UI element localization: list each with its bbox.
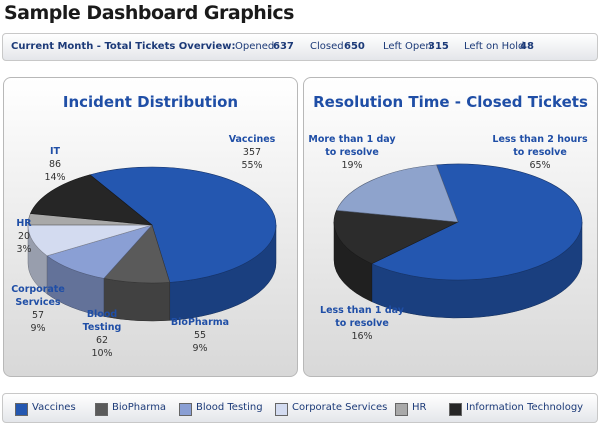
slice-label: Less than 2 hours to resolve 65%	[480, 133, 600, 172]
slice-label: Corporate Services 57 9%	[0, 283, 98, 335]
slice-name: Blood Testing	[82, 309, 122, 333]
legend-label: BioPharma	[112, 402, 167, 413]
overview-item-value: 315	[428, 41, 449, 52]
slice-value: 65%	[529, 160, 551, 171]
overview-bar: Current Month - Total Tickets Overview: …	[2, 33, 598, 61]
slice-percent: 14%	[44, 172, 66, 183]
chart-title: Resolution Time - Closed Tickets	[313, 93, 588, 111]
slice-name: Less than 2 hours to resolve	[492, 134, 588, 158]
pie-slice	[371, 163, 583, 281]
slice-name: HR	[16, 218, 32, 229]
legend-swatch	[95, 403, 108, 416]
slice-name: IT	[49, 146, 60, 157]
overview-item-label: Opened	[235, 41, 275, 52]
legend: Vaccines BioPharma Blood Testing Corporate …	[2, 393, 598, 423]
legend-swatch	[275, 403, 288, 416]
legend-label: Information Technology	[466, 402, 584, 413]
pie-slice	[336, 164, 459, 223]
overview-item-label: Left on Hold	[464, 41, 525, 52]
legend-label: Vaccines	[32, 402, 76, 413]
slice-percent: 10%	[91, 348, 113, 359]
overview-item-label: Left Open	[383, 41, 432, 52]
slice-value: 20	[17, 231, 31, 242]
page-title: Sample Dashboard Graphics	[4, 2, 294, 24]
legend-swatch	[395, 403, 408, 416]
legend-label: Blood Testing	[196, 402, 263, 413]
slice-name: Vaccines	[228, 134, 276, 145]
chart-title: Incident Distribution	[62, 93, 239, 111]
slice-value: 62	[95, 335, 109, 346]
slice-label: More than 1 day to resolve 19%	[292, 133, 412, 172]
slice-label: Blood Testing 62 10%	[42, 308, 162, 360]
pie-slice	[333, 210, 460, 265]
slice-percent: 55%	[241, 160, 263, 171]
slice-value: 16%	[351, 331, 373, 342]
slice-name: Less than 1 day to resolve	[320, 305, 404, 329]
pie-slice	[46, 224, 153, 279]
legend-label: Corporate Services	[292, 402, 388, 413]
slice-percent: 9%	[30, 323, 46, 334]
slice-name: Corporate Services	[11, 284, 65, 308]
slice-label: BioPharma 55 9%	[140, 316, 260, 355]
slice-percent: 3%	[16, 244, 32, 255]
slice-value: 86	[48, 159, 62, 170]
slice-value: 19%	[341, 160, 363, 171]
slice-name: More than 1 day to resolve	[308, 134, 396, 158]
slice-value: 57	[31, 310, 45, 321]
slice-name: BioPharma	[170, 317, 230, 328]
slice-percent: 9%	[192, 343, 208, 354]
overview-label: Current Month - Total Tickets Overview:	[11, 41, 236, 52]
legend-swatch	[449, 403, 462, 416]
slice-label: HR 20 3%	[0, 217, 84, 256]
overview-item-value: 48	[520, 41, 534, 52]
slice-value: 55	[193, 330, 207, 341]
slice-label: IT 86 14%	[0, 145, 115, 184]
slice-label: Vaccines 357 55%	[192, 133, 312, 172]
pie-slice	[89, 166, 277, 283]
overview-item-value: 650	[344, 41, 365, 52]
slice-label: Less than 1 day to resolve 16%	[302, 304, 422, 343]
legend-swatch	[15, 403, 28, 416]
pie-slice	[30, 174, 153, 226]
overview-item-value: 637	[273, 41, 294, 52]
overview-item-label: Closed	[310, 41, 344, 52]
legend-label: HR	[412, 402, 427, 413]
slice-value: 357	[242, 147, 262, 158]
legend-swatch	[179, 403, 192, 416]
